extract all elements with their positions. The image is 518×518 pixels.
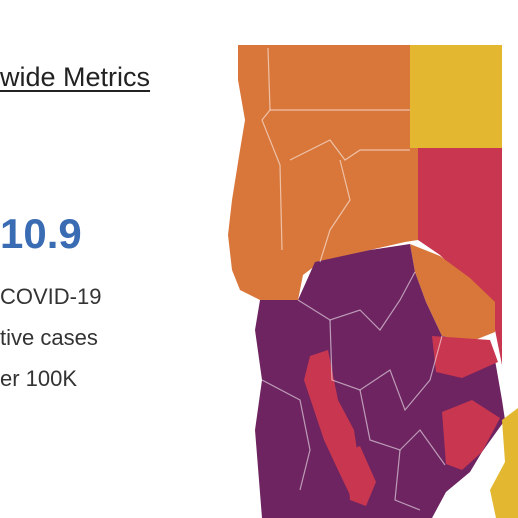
county-borders <box>261 47 446 511</box>
region-red-coast <box>304 350 360 495</box>
border <box>261 47 283 251</box>
region-red-east2 <box>432 336 498 378</box>
border <box>394 449 421 511</box>
region-red-south <box>346 446 376 506</box>
metric-value: 10.9 <box>0 210 82 257</box>
region-yellow-se <box>490 408 518 518</box>
border <box>261 379 311 491</box>
metric-label-line: tive cases <box>0 325 98 350</box>
region-red-east3 <box>442 400 500 470</box>
border <box>319 159 351 263</box>
section-title: wide Metrics <box>0 62 151 92</box>
metric-label-line: er 100K <box>0 366 78 391</box>
region-yellow-ne <box>410 45 502 148</box>
region-orange-sierra <box>410 244 495 342</box>
border <box>289 139 410 161</box>
metric-label-line: COVID-19 <box>0 284 102 309</box>
border <box>329 319 443 412</box>
region-orange-north <box>228 45 418 300</box>
border <box>297 271 416 331</box>
region-red-east <box>418 148 502 365</box>
